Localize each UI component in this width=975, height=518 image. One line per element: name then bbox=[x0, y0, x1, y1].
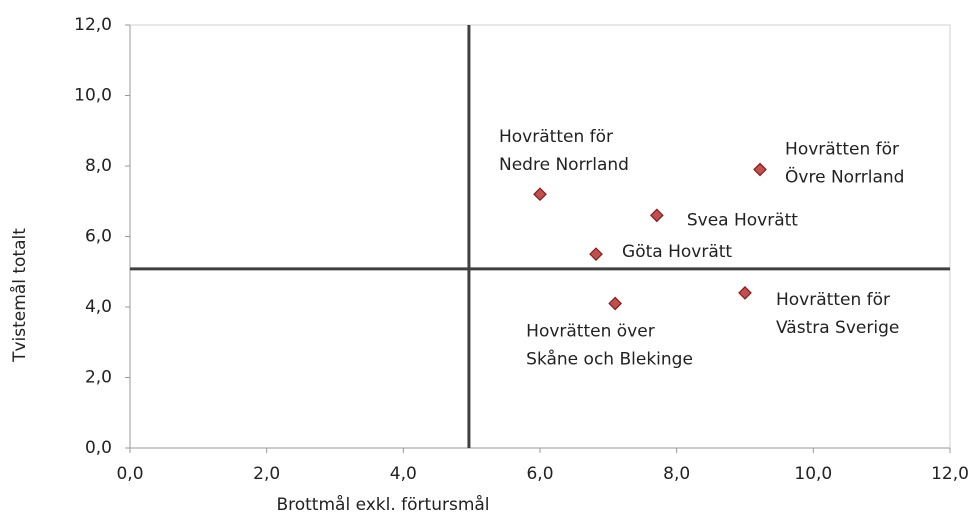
x-tick-label: 10,0 bbox=[794, 464, 832, 484]
point-label: Övre Norrland bbox=[785, 166, 904, 188]
x-axis-title: Brottmål exkl. förtursmål bbox=[276, 494, 489, 515]
point bbox=[738, 286, 752, 300]
y-tick-label: 0,0 bbox=[85, 438, 112, 458]
plot-frame bbox=[129, 24, 951, 449]
x-tick-label: 8,0 bbox=[663, 464, 690, 484]
x-tick-label: 12,0 bbox=[931, 464, 969, 484]
y-tick-label: 10,0 bbox=[74, 86, 112, 106]
point-label: Hovrätten över bbox=[526, 321, 655, 341]
point bbox=[753, 162, 767, 177]
x-tick-label: 0,0 bbox=[116, 464, 143, 484]
point bbox=[533, 187, 547, 202]
point-label: Skåne och Blekinge bbox=[526, 348, 693, 369]
point bbox=[650, 208, 664, 223]
point-label: Hovrätten för bbox=[785, 140, 899, 160]
point-label: Nedre Norrland bbox=[499, 155, 629, 175]
y-tick-label: 12,0 bbox=[74, 15, 112, 35]
point bbox=[608, 296, 623, 311]
point-label: Hovrätten för bbox=[499, 127, 613, 147]
y-tick-label: 2,0 bbox=[85, 368, 112, 388]
x-tick-label: 6,0 bbox=[526, 464, 553, 484]
x-tick-label: 4,0 bbox=[390, 464, 417, 484]
point-label: Svea Hovrätt bbox=[687, 210, 798, 230]
y-axis-title: Tvistemål totalt bbox=[9, 228, 30, 363]
x-tick-label: 2,0 bbox=[253, 464, 280, 484]
point-label: Göta Hovrätt bbox=[622, 242, 732, 262]
y-tick-label: 8,0 bbox=[85, 156, 112, 176]
y-tick-label: 4,0 bbox=[85, 297, 112, 317]
y-tick-label: 6,0 bbox=[85, 227, 112, 247]
point-label: Hovrätten för bbox=[776, 290, 890, 310]
point bbox=[589, 247, 603, 261]
point-label: Västra Sverige bbox=[776, 318, 899, 338]
